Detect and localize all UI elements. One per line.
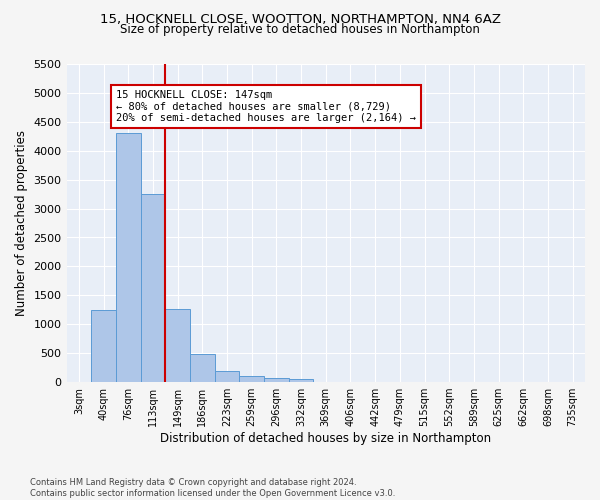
Bar: [239, 376, 264, 382]
Text: Size of property relative to detached houses in Northampton: Size of property relative to detached ho…: [120, 22, 480, 36]
Text: 15, HOCKNELL CLOSE, WOOTTON, NORTHAMPTON, NN4 6AZ: 15, HOCKNELL CLOSE, WOOTTON, NORTHAMPTON…: [100, 12, 500, 26]
Bar: [289, 379, 313, 382]
Bar: [215, 370, 239, 382]
Bar: [264, 378, 289, 382]
Text: Contains HM Land Registry data © Crown copyright and database right 2024.
Contai: Contains HM Land Registry data © Crown c…: [30, 478, 395, 498]
Bar: [165, 308, 190, 382]
Bar: [91, 310, 116, 382]
Text: 15 HOCKNELL CLOSE: 147sqm
← 80% of detached houses are smaller (8,729)
20% of se: 15 HOCKNELL CLOSE: 147sqm ← 80% of detac…: [116, 90, 416, 123]
Bar: [140, 194, 165, 382]
X-axis label: Distribution of detached houses by size in Northampton: Distribution of detached houses by size …: [160, 432, 491, 445]
Bar: [190, 354, 215, 382]
Y-axis label: Number of detached properties: Number of detached properties: [15, 130, 28, 316]
Bar: [116, 134, 140, 382]
